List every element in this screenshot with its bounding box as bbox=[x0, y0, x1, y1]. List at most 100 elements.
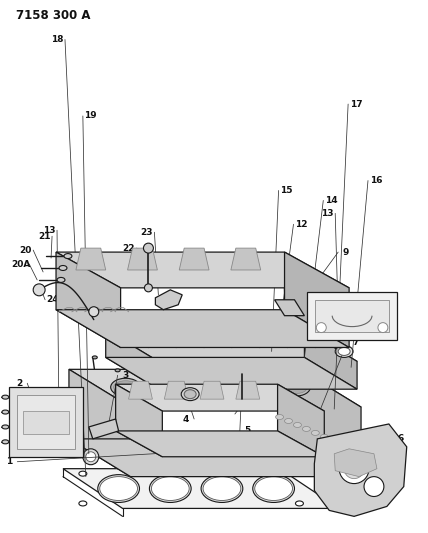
Ellipse shape bbox=[338, 348, 350, 356]
Text: 5: 5 bbox=[245, 426, 251, 435]
Polygon shape bbox=[116, 384, 162, 457]
Text: 9: 9 bbox=[343, 248, 349, 256]
Text: 19: 19 bbox=[84, 111, 97, 120]
Ellipse shape bbox=[153, 325, 167, 335]
Ellipse shape bbox=[281, 378, 310, 396]
Ellipse shape bbox=[295, 471, 303, 476]
Ellipse shape bbox=[57, 278, 65, 282]
Ellipse shape bbox=[2, 395, 9, 399]
Polygon shape bbox=[155, 290, 182, 310]
Ellipse shape bbox=[311, 431, 319, 435]
Polygon shape bbox=[314, 424, 407, 516]
Ellipse shape bbox=[98, 475, 140, 503]
Ellipse shape bbox=[203, 477, 241, 500]
Polygon shape bbox=[17, 395, 75, 449]
Ellipse shape bbox=[167, 378, 197, 396]
Polygon shape bbox=[304, 329, 357, 389]
Ellipse shape bbox=[52, 420, 64, 428]
Text: 1: 1 bbox=[6, 457, 12, 466]
Ellipse shape bbox=[2, 410, 9, 414]
Ellipse shape bbox=[288, 325, 301, 335]
Polygon shape bbox=[56, 310, 349, 348]
Circle shape bbox=[143, 243, 153, 253]
Ellipse shape bbox=[248, 325, 262, 335]
Polygon shape bbox=[106, 358, 357, 389]
Polygon shape bbox=[307, 292, 397, 340]
Ellipse shape bbox=[335, 345, 353, 358]
Ellipse shape bbox=[227, 381, 251, 394]
Ellipse shape bbox=[79, 501, 87, 506]
Polygon shape bbox=[69, 369, 131, 477]
Circle shape bbox=[145, 284, 152, 292]
Polygon shape bbox=[89, 419, 119, 439]
Circle shape bbox=[89, 306, 99, 317]
Polygon shape bbox=[69, 369, 361, 407]
Circle shape bbox=[339, 454, 369, 483]
Circle shape bbox=[364, 477, 384, 497]
Text: 12: 12 bbox=[295, 220, 308, 229]
Ellipse shape bbox=[92, 356, 97, 359]
Ellipse shape bbox=[224, 378, 254, 396]
Ellipse shape bbox=[79, 471, 87, 476]
Polygon shape bbox=[106, 329, 158, 389]
Polygon shape bbox=[179, 248, 209, 270]
Ellipse shape bbox=[295, 501, 303, 506]
Text: 4: 4 bbox=[183, 415, 189, 424]
Ellipse shape bbox=[253, 475, 294, 503]
Polygon shape bbox=[282, 320, 306, 340]
Text: 17: 17 bbox=[350, 100, 363, 109]
Circle shape bbox=[344, 459, 364, 479]
Polygon shape bbox=[9, 387, 83, 457]
Ellipse shape bbox=[203, 325, 217, 335]
Text: 8: 8 bbox=[256, 387, 263, 397]
Text: 20: 20 bbox=[19, 246, 31, 255]
Circle shape bbox=[378, 322, 388, 333]
Text: 23: 23 bbox=[140, 228, 153, 237]
Polygon shape bbox=[198, 320, 222, 340]
Text: 22: 22 bbox=[122, 244, 135, 253]
Polygon shape bbox=[236, 381, 260, 399]
Polygon shape bbox=[56, 252, 349, 288]
Polygon shape bbox=[231, 248, 261, 270]
Ellipse shape bbox=[303, 426, 310, 431]
Ellipse shape bbox=[59, 265, 67, 270]
Polygon shape bbox=[69, 439, 361, 477]
Ellipse shape bbox=[294, 423, 301, 427]
Text: 13: 13 bbox=[321, 209, 333, 218]
Ellipse shape bbox=[261, 356, 266, 359]
Ellipse shape bbox=[152, 477, 189, 500]
Ellipse shape bbox=[149, 475, 191, 503]
Text: 15: 15 bbox=[280, 186, 293, 195]
Ellipse shape bbox=[227, 369, 232, 372]
Polygon shape bbox=[128, 381, 152, 399]
Circle shape bbox=[86, 452, 96, 462]
Ellipse shape bbox=[201, 475, 243, 503]
Ellipse shape bbox=[283, 381, 307, 394]
Polygon shape bbox=[300, 369, 361, 477]
Ellipse shape bbox=[64, 254, 72, 259]
Ellipse shape bbox=[170, 381, 194, 394]
Text: 18: 18 bbox=[51, 35, 63, 44]
Polygon shape bbox=[116, 384, 324, 411]
Ellipse shape bbox=[2, 425, 9, 429]
Polygon shape bbox=[116, 431, 324, 457]
Ellipse shape bbox=[284, 369, 289, 372]
Text: 7: 7 bbox=[352, 338, 358, 347]
Text: 13: 13 bbox=[43, 226, 55, 235]
Polygon shape bbox=[128, 248, 158, 270]
Circle shape bbox=[83, 449, 99, 465]
Ellipse shape bbox=[276, 415, 283, 419]
Polygon shape bbox=[278, 384, 324, 457]
Ellipse shape bbox=[181, 387, 199, 401]
Ellipse shape bbox=[100, 477, 137, 500]
Polygon shape bbox=[275, 300, 304, 316]
Polygon shape bbox=[315, 300, 389, 332]
Ellipse shape bbox=[111, 378, 140, 396]
Polygon shape bbox=[56, 252, 121, 348]
Ellipse shape bbox=[205, 356, 210, 359]
Polygon shape bbox=[164, 381, 188, 399]
Circle shape bbox=[33, 284, 45, 296]
Text: 6: 6 bbox=[398, 434, 404, 443]
Circle shape bbox=[316, 322, 326, 333]
Ellipse shape bbox=[114, 381, 137, 394]
